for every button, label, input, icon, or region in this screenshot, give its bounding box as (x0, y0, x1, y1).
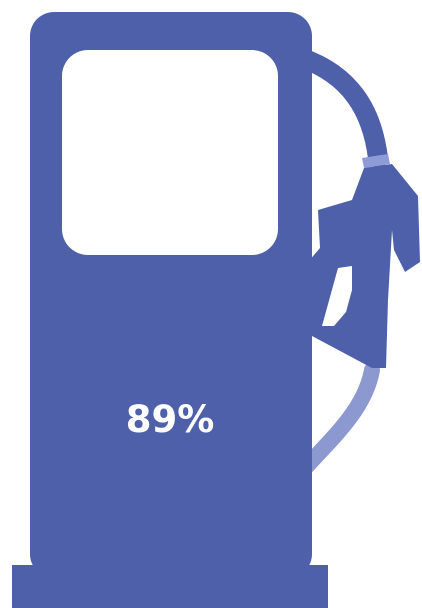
nozzle-trigger-opening (322, 266, 352, 326)
fuel-nozzle-icon (308, 164, 420, 368)
hose-upper (292, 48, 388, 168)
pump-base (12, 565, 328, 608)
hose-band (362, 154, 390, 168)
pump-display-window (62, 50, 278, 255)
fuel-level-text: 89% (125, 398, 215, 441)
hose-lower (299, 362, 380, 474)
